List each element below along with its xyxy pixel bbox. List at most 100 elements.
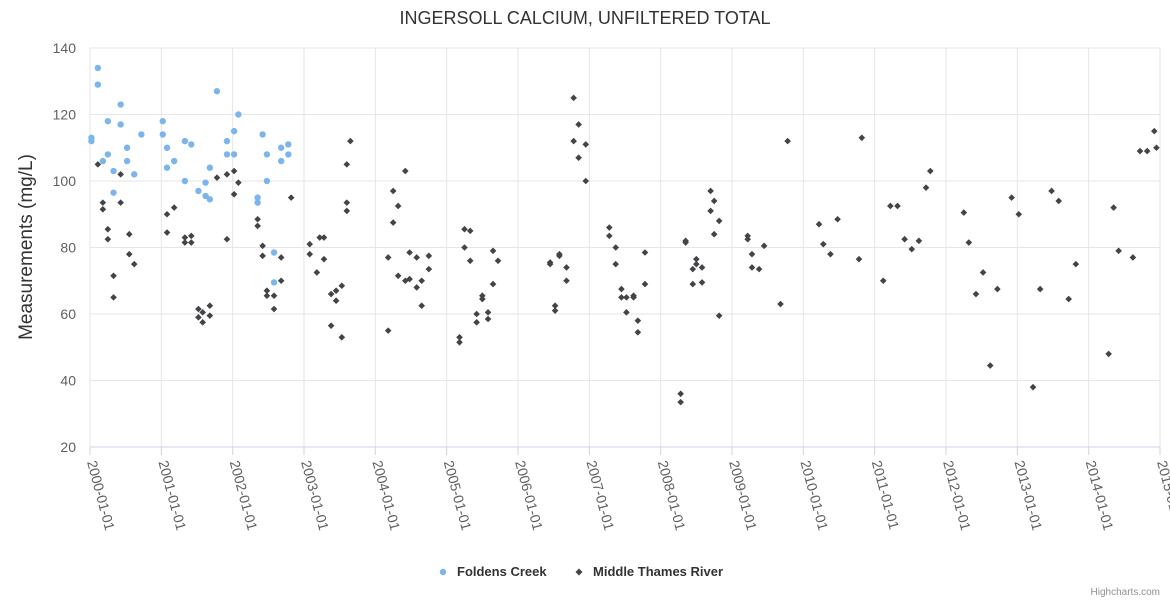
data-point[interactable] — [707, 207, 714, 215]
data-point[interactable] — [894, 202, 901, 210]
data-point[interactable] — [138, 131, 145, 138]
data-point[interactable] — [820, 240, 827, 248]
data-point[interactable] — [689, 280, 697, 288]
data-point[interactable] — [230, 151, 238, 158]
data-point[interactable] — [1153, 144, 1160, 152]
data-point[interactable] — [413, 284, 421, 291]
data-point[interactable] — [1072, 260, 1080, 268]
data-point[interactable] — [972, 290, 980, 298]
data-point[interactable] — [306, 240, 314, 248]
data-point[interactable] — [187, 232, 195, 240]
data-point[interactable] — [110, 167, 117, 175]
data-point[interactable] — [484, 309, 492, 316]
data-point[interactable] — [456, 333, 463, 341]
data-point[interactable] — [199, 309, 207, 316]
data-point[interactable] — [908, 245, 916, 253]
data-point[interactable] — [94, 64, 102, 72]
data-point[interactable] — [641, 249, 649, 256]
data-point[interactable] — [187, 239, 195, 246]
data-point[interactable] — [263, 177, 271, 185]
data-point[interactable] — [181, 234, 189, 241]
data-point[interactable] — [606, 232, 613, 240]
data-point[interactable] — [159, 131, 166, 138]
data-point[interactable] — [634, 328, 642, 336]
data-point[interactable] — [456, 338, 463, 346]
data-point[interactable] — [285, 151, 292, 158]
data-point[interactable] — [1029, 383, 1037, 391]
legend-label-foldens-creek[interactable]: Foldens Creek — [457, 564, 547, 579]
data-point[interactable] — [777, 300, 784, 308]
data-point[interactable] — [117, 121, 124, 128]
data-point[interactable] — [677, 398, 684, 406]
data-point[interactable] — [338, 282, 346, 290]
data-point[interactable] — [332, 287, 340, 295]
data-point[interactable] — [784, 137, 791, 145]
data-point[interactable] — [744, 235, 751, 243]
data-point[interactable] — [235, 111, 242, 118]
data-point[interactable] — [425, 265, 433, 273]
data-point[interactable] — [960, 209, 968, 216]
data-point[interactable] — [922, 184, 930, 191]
data-point[interactable] — [1048, 187, 1055, 195]
data-point[interactable] — [418, 277, 425, 285]
data-point[interactable] — [1036, 285, 1044, 293]
data-point[interactable] — [570, 137, 577, 145]
data-point[interactable] — [744, 232, 751, 240]
data-point[interactable] — [582, 177, 590, 185]
data-point[interactable] — [99, 199, 107, 206]
data-point[interactable] — [104, 225, 112, 233]
legend-label-middle-thames-river[interactable]: Middle Thames River — [593, 564, 723, 579]
data-point[interactable] — [394, 202, 402, 210]
data-point[interactable] — [887, 202, 894, 210]
data-point[interactable] — [277, 144, 285, 151]
data-point[interactable] — [104, 117, 112, 125]
data-point[interactable] — [1055, 197, 1063, 205]
data-point[interactable] — [466, 227, 474, 235]
data-point[interactable] — [195, 187, 202, 195]
data-point[interactable] — [338, 333, 346, 341]
data-point[interactable] — [199, 319, 207, 326]
data-point[interactable] — [473, 319, 480, 326]
data-point[interactable] — [99, 157, 107, 165]
data-point[interactable] — [206, 312, 214, 319]
data-point[interactable] — [213, 174, 221, 181]
data-point[interactable] — [181, 137, 189, 145]
legend-item-middle-thames-river[interactable]: Middle Thames River — [575, 564, 724, 579]
data-point[interactable] — [104, 151, 112, 158]
data-point[interactable] — [170, 204, 178, 211]
data-point[interactable] — [682, 239, 689, 246]
data-point[interactable] — [254, 199, 261, 206]
data-point[interactable] — [406, 249, 413, 256]
data-point[interactable] — [327, 322, 335, 329]
data-point[interactable] — [618, 285, 625, 293]
data-point[interactable] — [755, 265, 763, 273]
data-point[interactable] — [263, 287, 271, 295]
data-point[interactable] — [563, 264, 570, 271]
data-point[interactable] — [202, 179, 209, 186]
data-point[interactable] — [195, 314, 202, 321]
data-point[interactable] — [343, 207, 351, 215]
data-point[interactable] — [277, 254, 285, 261]
data-point[interactable] — [1015, 210, 1023, 218]
data-point[interactable] — [320, 255, 328, 263]
data-point[interactable] — [461, 225, 468, 233]
data-point[interactable] — [710, 197, 718, 205]
data-point[interactable] — [1105, 350, 1112, 358]
data-point[interactable] — [110, 294, 117, 301]
data-point[interactable] — [855, 255, 863, 263]
data-point[interactable] — [110, 189, 117, 196]
data-point[interactable] — [1143, 147, 1151, 155]
data-point[interactable] — [163, 164, 171, 171]
data-point[interactable] — [623, 294, 630, 301]
data-point[interactable] — [634, 317, 642, 324]
data-point[interactable] — [563, 277, 570, 285]
data-point[interactable] — [181, 177, 189, 185]
data-point[interactable] — [494, 257, 502, 265]
data-point[interactable] — [484, 315, 492, 323]
data-point[interactable] — [131, 171, 138, 178]
data-point[interactable] — [1129, 254, 1137, 261]
data-point[interactable] — [163, 144, 171, 151]
data-point[interactable] — [641, 280, 649, 288]
data-point[interactable] — [277, 157, 285, 165]
data-point[interactable] — [551, 307, 559, 314]
